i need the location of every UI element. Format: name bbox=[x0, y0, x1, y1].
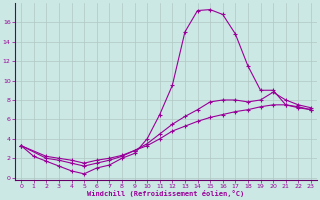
X-axis label: Windchill (Refroidissement éolien,°C): Windchill (Refroidissement éolien,°C) bbox=[87, 190, 245, 197]
